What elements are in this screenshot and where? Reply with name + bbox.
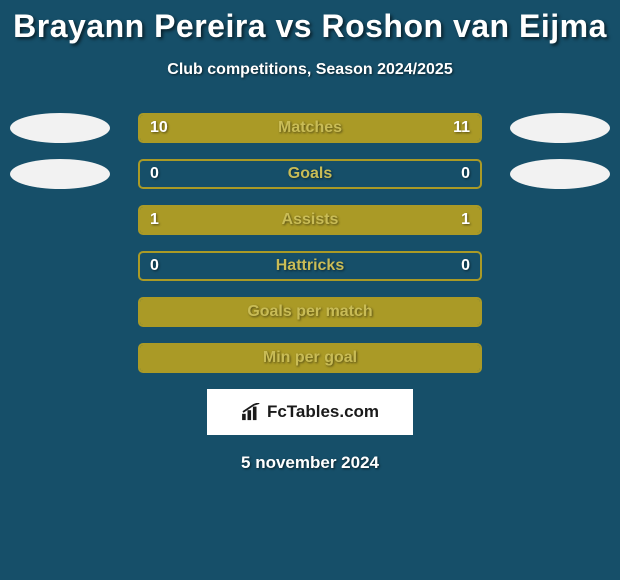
page-title: Brayann Pereira vs Roshon van Eijma (0, 0, 620, 45)
brand-badge: FcTables.com (207, 389, 413, 435)
player-right-marker (510, 159, 610, 189)
stat-label: Min per goal (140, 345, 480, 371)
stat-row: Goals per match (0, 297, 620, 327)
stat-bar: 00Goals (138, 159, 482, 189)
stat-label: Hattricks (140, 253, 480, 279)
stat-bar: 00Hattricks (138, 251, 482, 281)
stat-label: Matches (140, 115, 480, 141)
comparison-infographic: Brayann Pereira vs Roshon van Eijma Club… (0, 0, 620, 580)
stat-label: Goals per match (140, 299, 480, 325)
stat-row: Min per goal (0, 343, 620, 373)
stat-row: 11Assists (0, 205, 620, 235)
chart-icon (241, 403, 263, 421)
player-right-marker (510, 113, 610, 143)
stat-row: 1011Matches (0, 113, 620, 143)
stat-row: 00Goals (0, 159, 620, 189)
subtitle: Club competitions, Season 2024/2025 (0, 61, 620, 79)
brand-text: FcTables.com (267, 402, 379, 422)
player-left-marker (10, 159, 110, 189)
stat-bar: Goals per match (138, 297, 482, 327)
stat-bar: 11Assists (138, 205, 482, 235)
stat-row: 00Hattricks (0, 251, 620, 281)
stat-bar: Min per goal (138, 343, 482, 373)
stat-rows: 1011Matches 00Goals 11Assists 00Hattricks Go… (0, 113, 620, 373)
stat-label: Goals (140, 161, 480, 187)
stat-label: Assists (140, 207, 480, 233)
stat-bar: 1011Matches (138, 113, 482, 143)
date-text: 5 november 2024 (0, 453, 620, 473)
player-left-marker (10, 113, 110, 143)
